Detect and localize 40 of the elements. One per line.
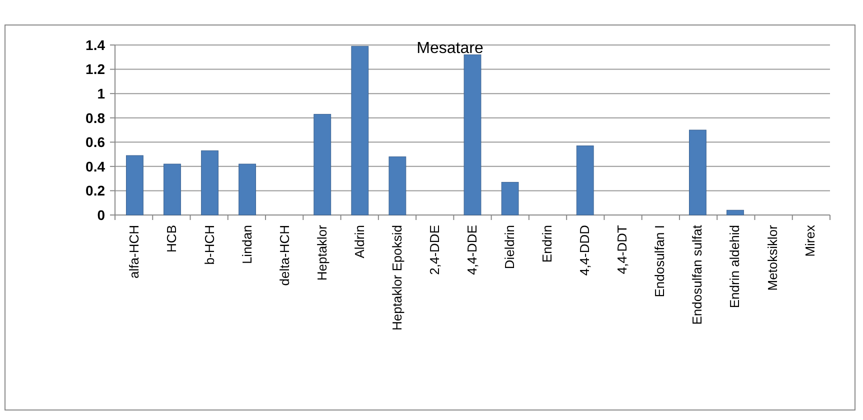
bar: [689, 130, 706, 216]
y-tick-label: 0.8: [86, 110, 106, 126]
bar: [126, 155, 144, 216]
y-tick-label: 1.2: [86, 61, 106, 78]
x-tick-label: Dieldrin: [502, 225, 518, 270]
y-tick-label: 0.6: [86, 134, 106, 150]
y-tick-label: 0: [97, 206, 106, 223]
x-tick-label: Endosulfan I: [652, 225, 668, 298]
x-tick-label: Metoksiklor: [764, 224, 780, 291]
chart-title: Mesatare: [416, 40, 484, 57]
y-tick-label: 1.4: [86, 36, 106, 53]
bar: [501, 182, 519, 216]
x-tick-label: Heptaklor Epoksid: [389, 225, 404, 330]
x-tick-label: Lindan: [239, 225, 254, 264]
x-tick-label: Heptaklor: [314, 224, 330, 281]
x-tick-label: b-HCH: [202, 225, 217, 265]
bar: [388, 156, 406, 216]
y-tick-label: 0.4: [86, 158, 106, 174]
x-tick-label: alfa-HCH: [126, 225, 142, 278]
bar: [201, 150, 218, 216]
x-tick-label: 4,4-DDD: [577, 225, 592, 276]
y-tick-label: 0.2: [86, 182, 106, 199]
x-tick-label: 2,4-DDE: [426, 224, 442, 275]
bar: [314, 114, 332, 216]
x-tick-label: Aldrin: [352, 225, 367, 258]
x-tick-label: Endosulfan sulfat: [690, 224, 705, 325]
bar: [464, 54, 482, 216]
x-tick-label: HCB: [164, 225, 180, 252]
bar: [164, 164, 181, 216]
x-tick-label: Mirex: [802, 224, 818, 257]
bar: [351, 46, 369, 216]
x-tick-label: Endrin: [540, 225, 555, 263]
bar: [238, 164, 256, 216]
y-tick-label: 1: [97, 85, 106, 102]
bar: [576, 146, 594, 216]
x-tick-label: Endrin aldehid: [727, 225, 742, 308]
x-tick-label: 4,4-DDT: [614, 224, 630, 274]
x-tick-label: delta-HCH: [276, 225, 292, 286]
x-tick-label: 4,4-DDE: [464, 224, 480, 275]
bar: [726, 210, 744, 216]
